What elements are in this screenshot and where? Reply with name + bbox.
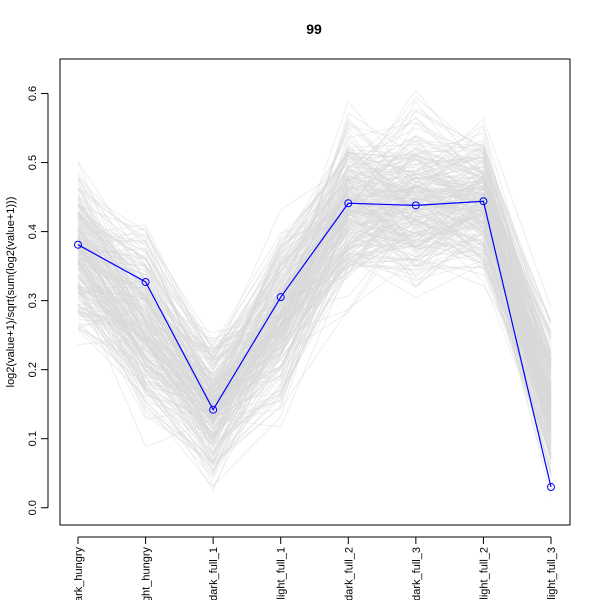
background-line	[77, 151, 552, 427]
background-line	[77, 154, 552, 417]
series-point-light_full_3	[547, 483, 555, 492]
series-point-light_full_2	[479, 197, 488, 206]
series-point-dark_full_2	[344, 199, 353, 208]
x-axis: dark_hungry light_hungry dark_full_1 light_…	[73, 536, 558, 600]
background-line	[77, 186, 552, 432]
background-line	[77, 193, 552, 478]
y-axis-label: log2(value+1)/sqrt(sum(log2(value+1)))	[5, 197, 17, 388]
background-line	[77, 121, 552, 353]
series-line	[77, 200, 552, 488]
plot-frame	[59, 58, 571, 526]
background-line	[77, 158, 552, 447]
background-line	[77, 202, 552, 470]
y-tick-label: 0.0	[27, 500, 39, 515]
series-point-light_hungry	[141, 277, 150, 286]
background-line	[77, 258, 552, 462]
chart-title: 99	[306, 21, 322, 37]
y-axis: 0.0 0.1 0.2 0.3 0.4 0.5 0.6	[27, 86, 49, 515]
x-tick-label-dark_full_2: dark_full_2	[343, 547, 355, 600]
background-line	[77, 165, 552, 393]
background-line	[77, 218, 552, 458]
background-line	[77, 194, 552, 460]
background-line	[77, 176, 552, 419]
background-line	[77, 117, 552, 395]
series-point-dark_full_3	[411, 201, 420, 210]
y-tick-label: 0.5	[27, 155, 39, 170]
background-line	[77, 227, 552, 473]
x-tick-label-dark_full_3: dark_full_3	[411, 547, 423, 600]
background-line	[77, 132, 552, 407]
background-line	[77, 183, 552, 402]
background-line	[77, 184, 552, 431]
y-tick-label: 0.3	[27, 293, 39, 308]
series-point-dark_hungry	[74, 240, 82, 249]
background-line	[77, 204, 552, 440]
background-lines	[77, 89, 552, 497]
background-line	[77, 183, 552, 465]
background-line	[77, 241, 552, 443]
series-point-dark_full_1	[209, 405, 218, 414]
background-line	[77, 194, 552, 424]
x-tick-label-dark_hungry: dark_hungry	[73, 547, 85, 600]
x-tick-label-light_hungry: light_hungry	[141, 547, 153, 600]
y-tick-label: 0.2	[27, 362, 39, 377]
background-line	[77, 193, 552, 447]
y-tick-label: 0.1	[27, 431, 39, 446]
background-line	[77, 197, 552, 431]
x-tick-label-light_full_3: light_full_3	[546, 547, 558, 600]
background-line	[77, 225, 552, 497]
background-line	[77, 195, 552, 476]
background-line	[77, 177, 552, 454]
background-line	[77, 188, 552, 420]
background-line	[77, 198, 552, 437]
x-tick-label-light_full_1: light_full_1	[276, 547, 288, 600]
y-tick-label: 0.4	[27, 224, 39, 239]
y-tick-label: 0.6	[27, 86, 39, 101]
series-layer	[74, 197, 555, 492]
background-line	[77, 135, 552, 427]
background-line	[77, 252, 552, 471]
x-tick-label-light_full_2: light_full_2	[478, 547, 490, 600]
background-line	[77, 188, 552, 420]
series-point-light_full_1	[276, 293, 285, 302]
background-line	[77, 139, 552, 384]
x-tick-label-dark_full_1: dark_full_1	[208, 547, 220, 600]
